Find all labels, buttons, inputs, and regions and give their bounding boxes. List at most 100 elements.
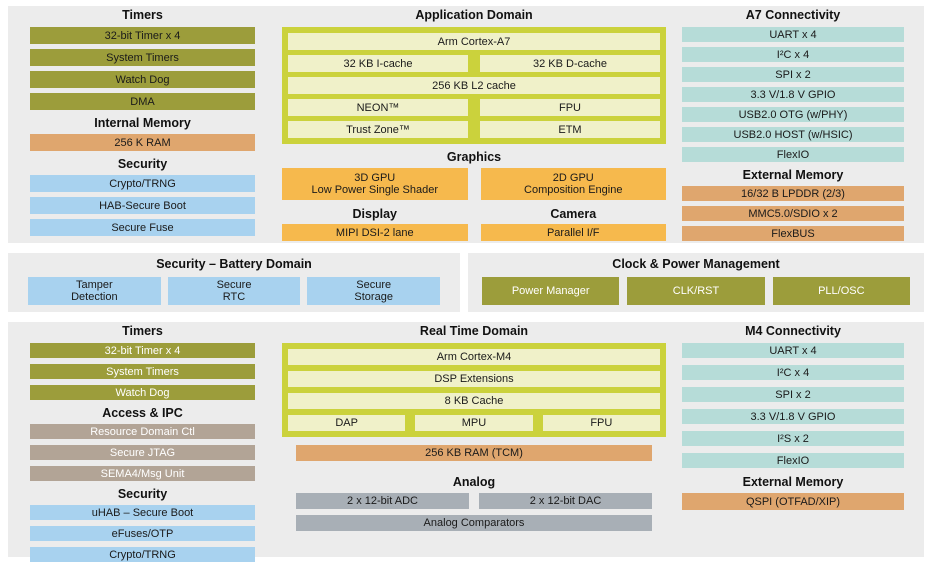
block-system-timers-m4: System Timers xyxy=(30,364,255,379)
block-resource-domain-ctl: Resource Domain Ctl xyxy=(30,424,255,439)
block-flexbus: FlexBUS xyxy=(682,226,904,241)
neon-fpu-row: NEON™ FPU xyxy=(288,99,660,116)
block-spi-m4: SPI x 2 xyxy=(682,387,904,402)
block-dac: 2 x 12-bit DAC xyxy=(479,493,652,509)
block-clk-rst: CLK/RST xyxy=(627,277,765,305)
block-sema4-msg-unit: SEMA4/Msg Unit xyxy=(30,466,255,481)
block-32bit-timer: 32-bit Timer x 4 xyxy=(30,27,255,44)
access-ipc-list: Resource Domain Ctl Secure JTAG SEMA4/Ms… xyxy=(30,424,255,481)
block-i2c-m4: I²C x 4 xyxy=(682,365,904,380)
block-secure-jtag: Secure JTAG xyxy=(30,445,255,460)
block-dcache: 32 KB D-cache xyxy=(480,55,660,72)
top-left-column: Timers 32-bit Timer x 4 System Timers Wa… xyxy=(30,6,255,241)
block-flexio-m4: FlexIO xyxy=(682,453,904,468)
block-8kb-cache: 8 KB Cache xyxy=(288,393,660,409)
real-time-domain-heading: Real Time Domain xyxy=(419,324,529,338)
access-ipc-heading: Access & IPC xyxy=(102,406,183,420)
m4-timers-list: 32-bit Timer x 4 System Timers Watch Dog xyxy=(30,343,255,400)
block-mmc-sdio: MMC5.0/SDIO x 2 xyxy=(682,206,904,221)
a7-connectivity-list: UART x 4 I²C x 4 SPI x 2 3.3 V/1.8 V GPI… xyxy=(682,27,904,162)
bottom-right-column: M4 Connectivity UART x 4 I²C x 4 SPI x 2… xyxy=(682,322,904,517)
block-adc: 2 x 12-bit ADC xyxy=(296,493,469,509)
top-panel: Timers 32-bit Timer x 4 System Timers Wa… xyxy=(8,6,924,243)
block-usb-host: USB2.0 HOST (w/HSIC) xyxy=(682,127,904,142)
top-right-column: A7 Connectivity UART x 4 I²C x 4 SPI x 2… xyxy=(682,6,904,246)
m4-connectivity-heading: M4 Connectivity xyxy=(745,324,841,338)
block-mpu: MPU xyxy=(415,415,533,431)
block-256k-ram: 256 K RAM xyxy=(30,134,255,151)
block-tamper-detection: Tamper Detection xyxy=(28,277,161,305)
block-gpio-m4: 3.3 V/1.8 V GPIO xyxy=(682,409,904,424)
block-uhab-secure-boot: uHAB – Secure Boot xyxy=(30,505,255,520)
analog-heading: Analog xyxy=(452,475,496,489)
security-list: Crypto/TRNG HAB-Secure Boot Secure Fuse xyxy=(30,175,255,236)
block-efuses-otp: eFuses/OTP xyxy=(30,526,255,541)
block-uart: UART x 4 xyxy=(682,27,904,42)
block-hab-secure-boot: HAB-Secure Boot xyxy=(30,197,255,214)
application-domain-container: Arm Cortex-A7 32 KB I-cache 32 KB D-cach… xyxy=(282,27,666,144)
internal-memory-heading: Internal Memory xyxy=(94,116,191,130)
m4-security-heading: Security xyxy=(117,487,168,501)
clock-power-panel: Clock & Power Management Power Manager C… xyxy=(468,253,924,312)
block-line: 2D GPU xyxy=(552,171,594,184)
block-line: Tamper xyxy=(75,278,113,291)
block-parallel-if: Parallel I/F xyxy=(480,224,666,241)
cache-row: 32 KB I-cache 32 KB D-cache xyxy=(288,55,660,72)
m4-external-memory-list: QSPI (OTFAD/XIP) xyxy=(682,493,904,510)
block-secure-fuse: Secure Fuse xyxy=(30,219,255,236)
block-i2s-m4: I²S x 2 xyxy=(682,431,904,446)
block-fpu-m4: FPU xyxy=(542,415,660,431)
timers-heading: Timers xyxy=(122,8,163,22)
bottom-center-column: Real Time Domain Arm Cortex-M4 DSP Exten… xyxy=(282,322,666,531)
block-power-manager: Power Manager xyxy=(482,277,620,305)
bottom-left-column: Timers 32-bit Timer x 4 System Timers Wa… xyxy=(30,322,255,562)
block-cortex-a7: Arm Cortex-A7 xyxy=(288,33,660,50)
graphics-heading: Graphics xyxy=(446,150,502,164)
trustzone-etm-row: Trust Zone™ ETM xyxy=(288,121,660,138)
a7-connectivity-heading: A7 Connectivity xyxy=(745,8,841,22)
block-secure-storage: Secure Storage xyxy=(307,277,441,305)
block-line: Secure xyxy=(216,278,252,291)
block-tcm-ram: 256 KB RAM (TCM) xyxy=(296,445,652,461)
block-line: Storage xyxy=(354,291,393,303)
block-cortex-m4: Arm Cortex-M4 xyxy=(288,349,660,365)
block-uart-m4: UART x 4 xyxy=(682,343,904,358)
m4-connectivity-list: UART x 4 I²C x 4 SPI x 2 3.3 V/1.8 V GPI… xyxy=(682,343,904,468)
adc-dac-row: 2 x 12-bit ADC 2 x 12-bit DAC xyxy=(296,493,652,509)
dap-mpu-fpu-row: DAP MPU FPU xyxy=(288,415,660,431)
block-analog-comparators: Analog Comparators xyxy=(296,515,652,531)
block-line: RTC xyxy=(222,291,246,303)
block-watch-dog: Watch Dog xyxy=(30,71,255,88)
block-mipi-dsi: MIPI DSI-2 lane xyxy=(282,224,468,241)
block-gpio: 3.3 V/1.8 V GPIO xyxy=(682,87,904,102)
block-secure-rtc: Secure RTC xyxy=(167,277,301,305)
external-memory-heading: External Memory xyxy=(742,168,844,182)
bottom-panel: Timers 32-bit Timer x 4 System Timers Wa… xyxy=(8,322,924,562)
block-crypto-trng-m4: Crypto/TRNG xyxy=(30,547,255,562)
block-dma: DMA xyxy=(30,93,255,110)
block-l2-cache: 256 KB L2 cache xyxy=(288,77,660,94)
block-i2c: I²C x 4 xyxy=(682,47,904,62)
block-dap: DAP xyxy=(288,415,406,431)
m4-security-list: uHAB – Secure Boot eFuses/OTP Crypto/TRN… xyxy=(30,505,255,562)
block-trust-zone: Trust Zone™ xyxy=(288,121,468,138)
block-usb-otg: USB2.0 OTG (w/PHY) xyxy=(682,107,904,122)
battery-domain-heading: Security – Battery Domain xyxy=(156,257,312,271)
block-dsp-extensions: DSP Extensions xyxy=(288,371,660,387)
block-flexio: FlexIO xyxy=(682,147,904,162)
clock-power-list: Power Manager CLK/RST PLL/OSC xyxy=(468,277,924,305)
clock-power-heading: Clock & Power Management xyxy=(612,257,780,271)
block-spi: SPI x 2 xyxy=(682,67,904,82)
battery-domain-panel: Security – Battery Domain Tamper Detecti… xyxy=(8,253,460,312)
display-camera-row: Display MIPI DSI-2 lane Camera Parallel … xyxy=(282,202,666,241)
block-line: Secure xyxy=(356,278,392,291)
block-line: Composition Engine xyxy=(524,184,623,196)
block-qspi: QSPI (OTFAD/XIP) xyxy=(682,493,904,510)
block-2d-gpu: 2D GPU Composition Engine xyxy=(480,168,666,200)
m4-external-memory-heading: External Memory xyxy=(742,475,844,489)
block-watch-dog-m4: Watch Dog xyxy=(30,385,255,400)
display-group: Display MIPI DSI-2 lane xyxy=(282,202,468,241)
block-line: Low Power Single Shader xyxy=(311,184,439,196)
block-line: 3D GPU xyxy=(354,171,396,184)
external-memory-list: 16/32 B LPDDR (2/3) MMC5.0/SDIO x 2 Flex… xyxy=(682,186,904,241)
